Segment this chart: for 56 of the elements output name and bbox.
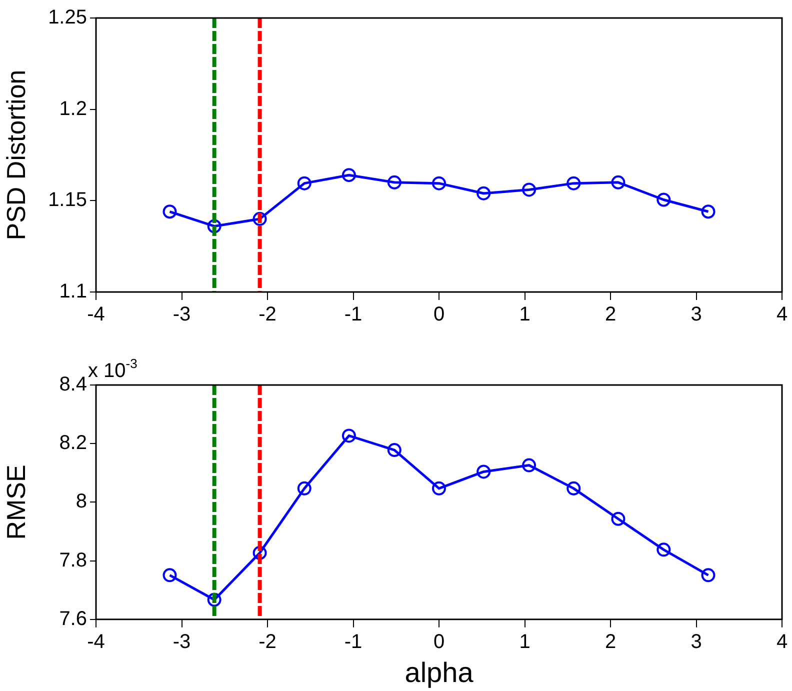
point [207,219,222,234]
x-tick-label: -3 [172,630,191,653]
point [611,512,626,526]
y-tick-label: 1.15 [48,189,87,212]
y-tick-label: 8 [76,490,87,513]
x-tick-label: 4 [776,630,788,653]
y-tick-label: 1.2 [59,98,87,120]
point [252,212,267,226]
point [297,481,312,496]
y-tick-label: 8.4 [59,374,87,396]
x-tick-label: 3 [690,630,702,653]
point [432,176,446,190]
x-axis-title: alpha [404,656,474,688]
x-tick-label: -2 [258,630,276,653]
point [701,204,716,219]
x-tick-label: -3 [172,304,191,326]
point [701,568,716,582]
y-axis-title: RMSE [0,464,31,540]
y-tick-label: 7.8 [59,549,87,572]
point [476,186,491,200]
x-tick-label: 2 [604,304,616,326]
y-tick-label: 1.25 [48,6,87,29]
point [656,542,671,557]
point [432,481,446,496]
x-tick-label: -2 [258,304,276,326]
x-tick-label: 0 [433,304,445,326]
point [566,481,581,496]
x-tick-label: -1 [344,630,362,653]
x-tick-label: 4 [776,304,788,326]
point [162,204,177,219]
point [297,176,312,190]
y-tick-label: 7.6 [59,608,87,630]
point [162,568,177,582]
point [611,175,626,190]
y-tick-label: 1.1 [59,280,87,303]
x-tick-label: 3 [690,304,702,326]
x-tick-label: -4 [87,304,105,326]
point [476,464,491,479]
point [342,428,356,443]
point [656,192,671,207]
point [566,176,581,190]
x-tick-label: 0 [433,630,445,653]
x-tick-label: -4 [87,630,105,653]
point [252,546,267,560]
x-tick-label: 1 [519,304,530,326]
point [522,458,536,472]
x-tick-label: 1 [519,630,530,653]
y-axis-title: PSD Distortion [0,70,31,240]
x-tick-label: -1 [344,304,362,326]
point [207,592,222,607]
x-tick-label: 2 [604,630,616,653]
point [387,443,402,458]
y-tick-label: 8.2 [59,432,87,454]
point [342,168,356,182]
point [387,175,402,190]
point [522,182,536,197]
